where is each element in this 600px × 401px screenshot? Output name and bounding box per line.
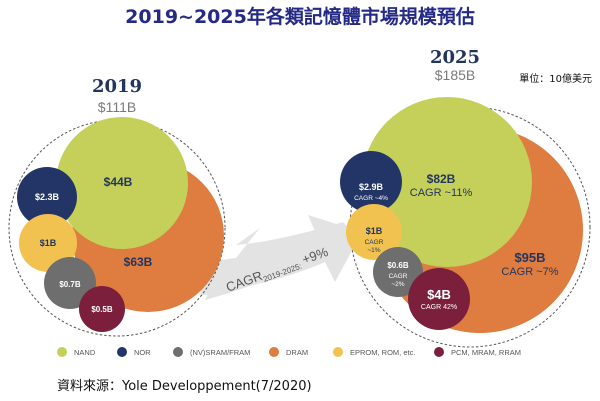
bubble-nor [340, 151, 402, 213]
legend-label: DRAM [286, 348, 308, 357]
total-label: $111B [98, 99, 136, 115]
total-outline [8, 119, 226, 337]
legend-item-pcm: PCM, MRAM, RRAM [434, 347, 521, 357]
legend-swatch [269, 347, 279, 357]
bubble-sram [373, 247, 423, 297]
legend-label: PCM, MRAM, RRAM [451, 348, 521, 357]
value-label-eprom: $1B [366, 226, 383, 236]
legend-label: (NV)SRAM/FRAM [190, 348, 250, 357]
value-label-sram: $0.7B [59, 280, 81, 289]
cagr-label-nor: CAGR ~4% [354, 195, 388, 202]
cagr-label-nand: CAGR ~11% [410, 187, 473, 199]
value-label-sram: $0.6B [387, 261, 409, 270]
legend: NAND NOR (NV)SRAM/FRAM DRAM EPROM, ROM, etc.… [57, 347, 521, 357]
unit-note: 單位：10億美元 [519, 74, 592, 85]
cagr-label-sram: ~2% [391, 281, 404, 288]
chart-title: 2019~2025年各類記憶體市場規模預估 [125, 6, 475, 28]
value-label-dram: $63B [124, 255, 153, 269]
bubble-eprom [19, 214, 77, 272]
bubble-group-2019: 2019 $111B $63B $44B $2.3B $1B $0.7B $0.5B [8, 76, 226, 337]
value-label-nor: $2.3B [35, 192, 60, 202]
value-label-dram: $95B [514, 250, 545, 265]
value-label-pcm: $4B [427, 287, 451, 302]
bubble-nor [17, 167, 77, 227]
year-label: 2019 [92, 76, 142, 97]
value-label-eprom: $1B [40, 238, 57, 248]
bubble-sram [44, 257, 96, 309]
bubble-eprom [346, 204, 402, 260]
cagr-label-eprom: CAGR [365, 239, 384, 246]
legend-item-nor: NOR [117, 347, 151, 357]
cagr-arrow: CAGR2019-2025:+9% [200, 215, 362, 300]
bubble-pcm [79, 286, 125, 332]
value-label-nand: $82B [427, 172, 456, 186]
legend-item-dram: DRAM [269, 347, 308, 357]
value-label-nor: $2.9B [359, 182, 384, 192]
year-label: 2025 [430, 47, 480, 68]
legend-swatch [173, 347, 183, 357]
legend-swatch [434, 347, 444, 357]
cagr-label-pcm: CAGR 42% [421, 304, 457, 311]
value-label-pcm: $0.5B [91, 305, 113, 314]
legend-item-eprom: EPROM, ROM, etc. [333, 347, 415, 357]
legend-swatch [333, 347, 343, 357]
legend-label: EPROM, ROM, etc. [350, 348, 415, 357]
bubble-nand [362, 97, 532, 267]
bubble-nand [56, 117, 188, 249]
legend-swatch [57, 347, 67, 357]
value-label-nand: $44B [104, 175, 133, 189]
cagr-label-dram: CAGR ~7% [501, 266, 558, 278]
total-outline [349, 106, 591, 348]
cagr-label-eprom: ~1% [367, 247, 380, 254]
legend-item-nand: NAND [57, 347, 96, 357]
legend-swatch [117, 347, 127, 357]
cagr-label-sram: CAGR [389, 273, 408, 280]
cagr-arrow-body [200, 215, 362, 296]
bubble-pcm [408, 268, 470, 330]
legend-item-sram: (NV)SRAM/FRAM [173, 347, 250, 357]
legend-label: NAND [74, 348, 96, 357]
total-label: $185B [435, 67, 475, 83]
legend-label: NOR [134, 348, 151, 357]
source-note: 資料來源：Yole Developpement(7/2020) [57, 379, 312, 394]
